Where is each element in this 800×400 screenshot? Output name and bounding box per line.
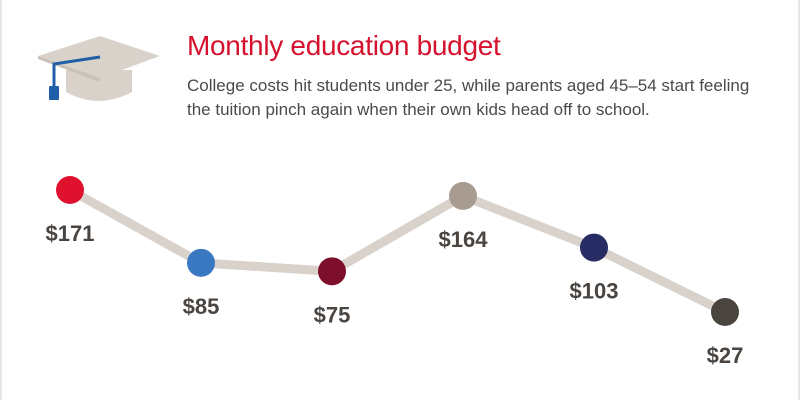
data-point [187,248,215,277]
data-label: $27 [707,343,744,368]
page-title: Monthly education budget [187,30,501,61]
page-subtitle: College costs hit students under 25, whi… [187,76,750,119]
data-point [711,298,739,326]
graduation-cap-icon [38,30,160,110]
data-label: $103 [570,279,619,304]
data-point [56,176,84,204]
data-point [580,233,608,262]
data-label: $75 [314,302,351,327]
data-point [318,257,346,286]
series-line [65,185,730,317]
data-label: $171 [46,221,95,246]
data-label: $85 [183,294,220,319]
data-point [449,181,477,210]
data-label: $164 [439,227,489,252]
